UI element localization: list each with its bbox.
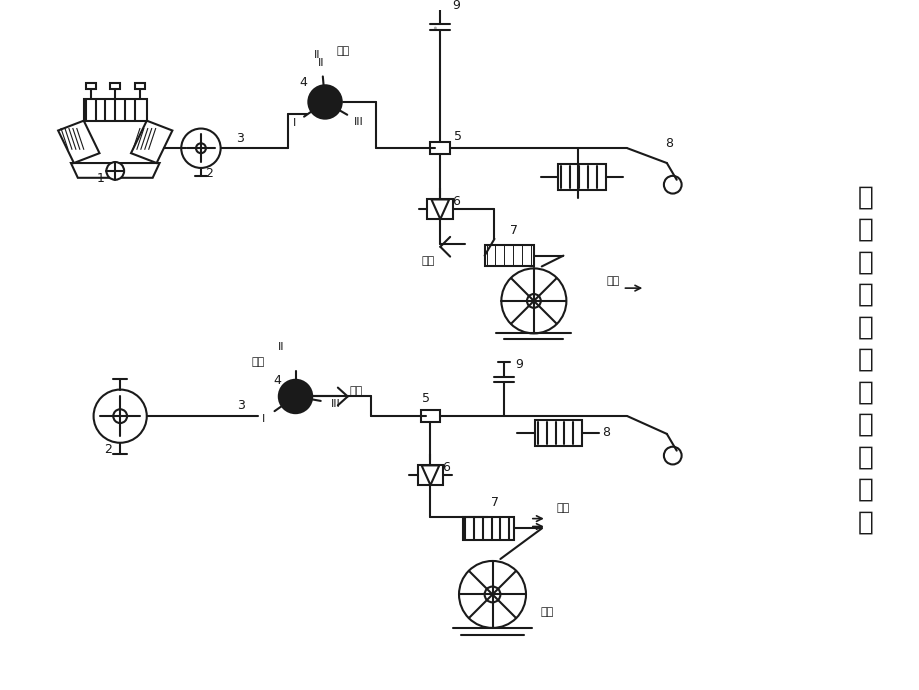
Text: 力: 力 <box>857 412 873 438</box>
Text: 压: 压 <box>857 380 873 406</box>
Text: 2: 2 <box>205 168 212 180</box>
Bar <box>427 199 453 219</box>
Bar <box>420 411 440 422</box>
Text: 制动: 制动 <box>556 503 570 513</box>
Text: 大气: 大气 <box>349 386 363 395</box>
Polygon shape <box>431 199 448 219</box>
Circle shape <box>459 561 526 628</box>
Circle shape <box>434 27 437 30</box>
Text: 5: 5 <box>421 392 429 405</box>
Text: 4: 4 <box>299 76 307 89</box>
Circle shape <box>107 162 124 180</box>
Text: 缓解: 缓解 <box>335 46 349 56</box>
Text: 6: 6 <box>451 195 460 208</box>
Circle shape <box>278 379 312 414</box>
Text: 9: 9 <box>451 0 460 12</box>
Circle shape <box>664 176 681 194</box>
Polygon shape <box>421 466 439 485</box>
Circle shape <box>527 294 540 308</box>
Text: 两: 两 <box>857 347 873 373</box>
Text: I: I <box>261 414 265 424</box>
Text: 动: 动 <box>857 477 873 503</box>
Text: 9: 9 <box>515 358 523 371</box>
Polygon shape <box>58 121 99 163</box>
Text: 6: 6 <box>442 461 449 474</box>
Text: 2: 2 <box>104 443 112 456</box>
Bar <box>462 517 514 540</box>
Circle shape <box>113 409 127 423</box>
Text: I: I <box>292 119 296 128</box>
Text: 直: 直 <box>857 184 873 210</box>
Text: 制: 制 <box>857 444 873 471</box>
Circle shape <box>664 446 681 464</box>
Circle shape <box>196 144 206 153</box>
Text: III: III <box>331 399 341 408</box>
Text: 作: 作 <box>857 250 873 275</box>
Circle shape <box>501 268 566 333</box>
Text: 3: 3 <box>236 132 244 145</box>
Text: 8: 8 <box>601 426 609 440</box>
Text: II: II <box>278 342 284 352</box>
Text: II: II <box>318 58 324 68</box>
Text: 大气: 大气 <box>422 255 435 266</box>
Text: 1: 1 <box>96 172 104 186</box>
Bar <box>110 83 120 89</box>
Bar <box>558 164 605 190</box>
Text: 制动: 制动 <box>251 357 265 367</box>
Bar <box>534 420 582 446</box>
Text: 机: 机 <box>857 509 873 535</box>
Text: 5: 5 <box>454 130 461 143</box>
Text: 3: 3 <box>237 399 245 412</box>
Circle shape <box>181 128 221 168</box>
Text: 7: 7 <box>491 496 499 509</box>
Text: 8: 8 <box>664 137 672 150</box>
Text: 制動: 制動 <box>539 607 552 617</box>
Circle shape <box>484 586 500 602</box>
Bar <box>417 466 443 485</box>
Text: 式: 式 <box>857 315 873 341</box>
Text: 缓解: 缓解 <box>606 276 618 286</box>
Text: II: II <box>313 50 320 59</box>
Circle shape <box>307 84 343 119</box>
Circle shape <box>94 390 147 443</box>
Text: 4: 4 <box>274 374 281 387</box>
Polygon shape <box>71 163 159 178</box>
Bar <box>84 99 147 121</box>
Polygon shape <box>130 121 172 163</box>
Text: 接: 接 <box>857 217 873 243</box>
Text: III: III <box>354 117 364 127</box>
Bar <box>135 83 144 89</box>
Text: 用: 用 <box>857 282 873 308</box>
Bar <box>430 142 449 154</box>
Text: 7: 7 <box>510 224 517 237</box>
Bar <box>484 245 533 266</box>
Bar <box>85 83 96 89</box>
